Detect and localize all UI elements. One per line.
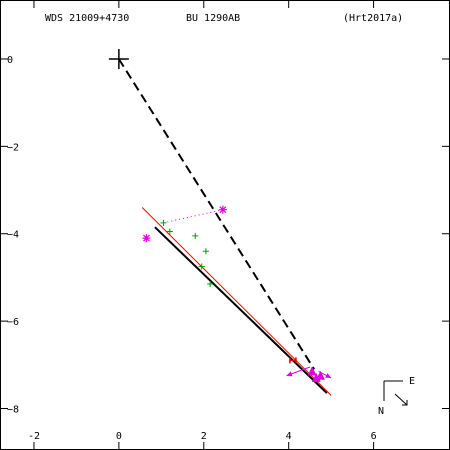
asterisk-point (142, 234, 151, 243)
header-wds-id: WDS 21009+4730 (45, 13, 129, 24)
x-tick-label: 6 (371, 431, 377, 442)
header-reference: (Hrt2017a) (343, 13, 403, 24)
red-marker (289, 357, 297, 364)
compass-arrow-head (402, 400, 408, 406)
y-tick-label: −8 (7, 404, 19, 415)
observation-point (198, 263, 205, 270)
asterisk-point (218, 205, 227, 214)
x-tick-label: 4 (286, 431, 292, 442)
black-fit-line (154, 226, 328, 394)
observation-point (192, 232, 199, 239)
triangle-point (311, 372, 321, 382)
triangle-point (307, 366, 317, 376)
y-tick-label: −4 (7, 230, 19, 241)
x-tick-label: 0 (116, 431, 122, 442)
residual-arrowhead (325, 373, 332, 378)
dashed-node-line (118, 58, 315, 370)
observation-point (160, 219, 167, 226)
observation-point (202, 248, 209, 255)
red-fit-line (141, 207, 332, 396)
compass-north-label: N (378, 406, 384, 417)
y-tick-label: −2 (7, 142, 19, 153)
y-tick-label: 0 (7, 55, 13, 66)
observation-point (166, 228, 173, 235)
compass: E N (378, 376, 415, 417)
compass-motion-arrow (394, 393, 408, 406)
residual-arrowhead (286, 371, 293, 377)
observation-point (207, 280, 214, 287)
data-marks (108, 48, 332, 396)
header-discoverer: BU 1290AB (186, 13, 240, 24)
x-tick-label: -2 (28, 431, 40, 442)
y-tick-label: −6 (7, 317, 19, 328)
x-tick-label: 2 (201, 431, 207, 442)
compass-east-label: E (409, 376, 415, 387)
